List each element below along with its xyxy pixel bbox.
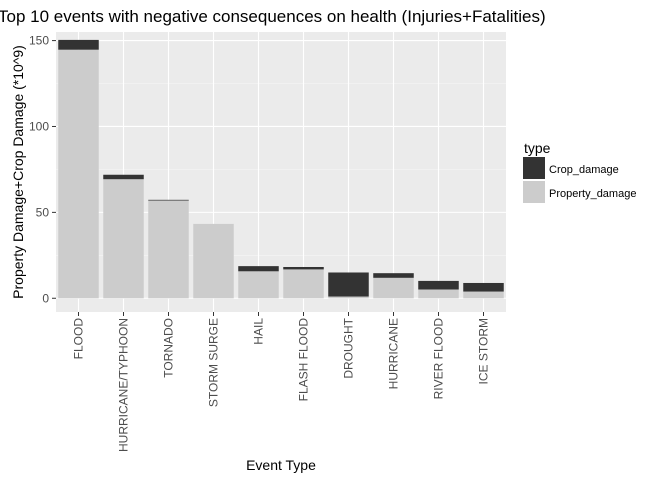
bar-property-damage: [58, 49, 99, 299]
bars: [58, 39, 504, 299]
bar-property-damage: [328, 296, 369, 299]
bar-property-damage: [373, 277, 414, 299]
bar-property-damage: [103, 179, 144, 299]
chart-title: Top 10 events with negative consequences…: [0, 7, 546, 26]
x-axis-title: Event Type: [246, 457, 316, 473]
x-tick-label: HURRICANE/TYPHOON: [117, 318, 131, 452]
bar-crop-damage: [463, 282, 504, 292]
legend-key-crop-damage: [523, 157, 545, 179]
y-tick-label: 50: [36, 205, 50, 219]
y-axis: 0 50 100 150: [29, 34, 56, 305]
bar-crop-damage: [373, 273, 414, 278]
x-tick-label: HURRICANE: [387, 318, 401, 389]
x-tick-label: FLASH FLOOD: [297, 318, 311, 402]
bar-crop-damage: [328, 272, 369, 297]
y-tick-label: 0: [42, 291, 49, 305]
legend-title: type: [524, 140, 551, 156]
legend-label-crop-damage: Crop_damage: [549, 164, 619, 176]
x-axis: FLOOD HURRICANE/TYPHOON TORNADO STORM SURGE…: [72, 312, 491, 452]
bar-property-damage: [238, 271, 279, 299]
x-tick-label: STORM SURGE: [207, 318, 221, 407]
bar-property-damage: [418, 289, 459, 299]
legend-key-property-damage: [523, 181, 545, 203]
bar-property-damage: [463, 291, 504, 299]
legend-label-property-damage: Property_damage: [549, 188, 636, 200]
bar-crop-damage: [103, 174, 144, 180]
x-tick-label: FLOOD: [72, 318, 86, 360]
bar-property-damage: [283, 269, 324, 299]
y-tick-label: 150: [29, 34, 49, 48]
bar-crop-damage: [238, 266, 279, 272]
x-tick-label: HAIL: [252, 318, 266, 345]
x-tick-label: TORNADO: [162, 318, 176, 378]
legend: type Crop_damage Property_damage: [523, 140, 636, 203]
x-tick-label: DROUGHT: [342, 317, 356, 378]
x-tick-label: RIVER FLOOD: [432, 318, 446, 400]
y-tick-label: 100: [29, 119, 49, 133]
x-tick-label: ICE STORM: [477, 318, 491, 384]
bar-crop-damage: [418, 280, 459, 290]
bar-crop-damage: [58, 39, 99, 50]
y-axis-title: Property Damage+Crop Damage (*10^9): [10, 45, 26, 299]
bar-property-damage: [148, 200, 189, 299]
bar-crop-damage: [283, 266, 324, 270]
bar-crop-damage: [148, 199, 189, 201]
bar-property-damage: [193, 223, 234, 299]
